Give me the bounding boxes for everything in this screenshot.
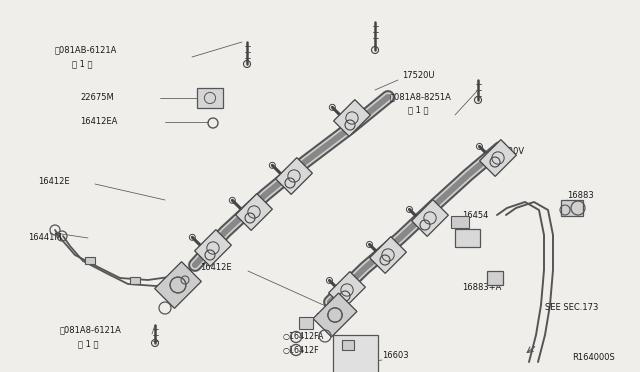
Bar [85,257,95,263]
Text: 16603E: 16603E [315,314,347,323]
Text: 17520V: 17520V [492,148,524,157]
Text: R164000S: R164000S [572,353,615,362]
Text: 16441M: 16441M [28,234,61,243]
Polygon shape [412,200,449,236]
Bar [487,271,503,285]
Text: Ⓑ081A8-6121A: Ⓑ081A8-6121A [60,326,122,334]
Text: 16883: 16883 [567,192,594,201]
Text: SEE SEC.173: SEE SEC.173 [545,304,598,312]
Text: 16603: 16603 [382,350,408,359]
Polygon shape [333,100,371,137]
Bar [454,229,479,247]
Bar [451,216,469,228]
Text: 16883+A: 16883+A [462,283,501,292]
Text: 16412EA: 16412EA [80,118,117,126]
Polygon shape [195,230,232,266]
Polygon shape [313,293,357,337]
Text: 16412E: 16412E [38,177,70,186]
Text: 16412E: 16412E [200,263,232,273]
Bar [130,276,140,283]
Polygon shape [155,262,202,308]
Polygon shape [479,140,516,176]
Bar [197,88,223,108]
Bar [561,200,583,216]
Polygon shape [370,237,406,273]
Text: 〈 1 〉: 〈 1 〉 [72,60,93,68]
Text: 22675M: 22675M [80,93,114,103]
Text: Ⓑ081AB-6121A: Ⓑ081AB-6121A [55,45,117,55]
Polygon shape [328,272,365,308]
Text: 16454: 16454 [462,211,488,219]
Text: ○16412F: ○16412F [283,346,319,355]
Bar [342,340,354,350]
Text: ○16412FA: ○16412FA [283,333,324,341]
Polygon shape [276,158,312,195]
Bar [333,335,378,372]
Text: Ⓑ081A8-8251A: Ⓑ081A8-8251A [390,93,452,102]
Text: 〈 1 〉: 〈 1 〉 [78,340,99,349]
Polygon shape [236,193,273,230]
Text: 17520U: 17520U [402,71,435,80]
Text: 〈 1 〉: 〈 1 〉 [408,106,429,115]
Bar [299,317,313,329]
